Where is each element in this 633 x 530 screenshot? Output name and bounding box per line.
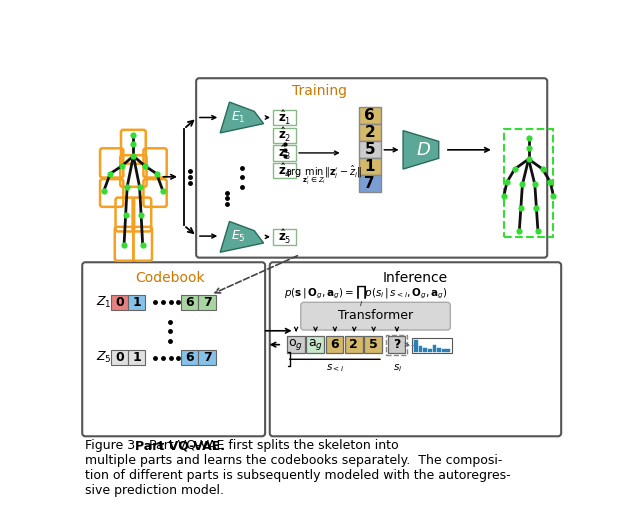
Text: 6: 6 [365,109,375,123]
Text: 5: 5 [369,338,378,351]
Bar [359,125,380,142]
Bar [273,128,296,143]
Text: $s_{<i}$: $s_{<i}$ [326,362,344,374]
Text: ?: ? [393,338,400,351]
Bar [273,110,296,125]
Text: $\mathit{D}$: $\mathit{D}$ [416,141,430,159]
Bar [287,336,304,353]
Bar [273,145,296,161]
Text: Part VQ-VAE.: Part VQ-VAE. [135,439,225,453]
Bar [359,108,380,125]
Text: $\hat{\mathbf{z}}_1$: $\hat{\mathbf{z}}_1$ [278,109,291,127]
Text: $\hat{\mathbf{z}}_5$: $\hat{\mathbf{z}}_5$ [278,228,291,246]
Bar [359,158,380,175]
Bar [199,295,215,310]
Text: $\hat{\mathbf{z}}_2$: $\hat{\mathbf{z}}_2$ [278,126,291,144]
Bar [182,350,199,366]
Bar [128,350,145,366]
Bar [273,163,296,178]
Text: Inference: Inference [383,271,448,285]
Text: Part VQ-VAE first splits the skeleton into
multiple parts and learns the codeboo: Part VQ-VAE first splits the skeleton in… [85,439,511,497]
FancyBboxPatch shape [82,262,265,436]
Bar [325,336,343,353]
Polygon shape [220,222,263,252]
Text: Transformer: Transformer [337,309,413,322]
Bar [345,336,363,353]
Bar [359,175,380,192]
Text: $s_i$: $s_i$ [393,362,403,374]
FancyBboxPatch shape [270,262,561,436]
Bar [128,295,145,310]
Text: Figure 3.: Figure 3. [85,439,144,453]
FancyBboxPatch shape [301,302,450,330]
Bar [359,142,380,158]
Text: 7: 7 [365,176,375,191]
Text: 6: 6 [185,351,194,364]
Bar [437,348,441,351]
Bar [414,340,418,351]
Polygon shape [220,102,263,133]
Text: 2: 2 [349,338,358,351]
Text: 7: 7 [203,351,211,364]
Bar [418,346,422,351]
Text: 0: 0 [115,296,124,309]
Text: $\hat{\mathbf{z}}_3$: $\hat{\mathbf{z}}_3$ [278,144,291,162]
Text: $\hat{\mathbf{z}}_4$: $\hat{\mathbf{z}}_4$ [278,162,291,180]
Text: 7: 7 [203,296,211,309]
Text: 5: 5 [365,143,375,157]
Text: Training: Training [292,84,347,98]
Text: Codebook: Codebook [135,271,204,285]
Bar [273,229,296,244]
Bar [412,338,452,353]
Text: 1: 1 [132,351,141,364]
Text: 1: 1 [365,160,375,174]
Bar [442,349,446,351]
Text: $Z_1$: $Z_1$ [96,295,112,310]
Polygon shape [403,130,439,169]
Bar [365,336,382,353]
Text: 2: 2 [365,126,375,140]
Bar [306,336,324,353]
Bar [428,349,432,351]
Text: $E_{1}$: $E_{1}$ [232,110,246,125]
Bar [504,129,553,237]
Bar [446,349,450,351]
Text: 1: 1 [132,296,141,309]
Bar [111,295,128,310]
Bar [182,295,199,310]
Text: $\mathrm{o}_g$: $\mathrm{o}_g$ [288,337,303,352]
Bar [111,350,128,366]
Text: $\mathrm{a}_g$: $\mathrm{a}_g$ [308,337,323,352]
Text: 6: 6 [330,338,339,351]
Text: 6: 6 [185,296,194,309]
Text: $\arg\min_{\mathbf{z}^{\prime}_i \in Z_i} \|\mathbf{z}^{\prime}_i - \hat{z}_i\|$: $\arg\min_{\mathbf{z}^{\prime}_i \in Z_i… [285,163,362,187]
Bar [199,350,215,366]
Text: $Z_5$: $Z_5$ [96,350,112,365]
Text: $E_{5}$: $E_{5}$ [232,229,246,244]
Bar [423,348,427,351]
Bar [386,334,407,355]
Text: $p(\mathbf{s}\,|\,\mathbf{O}_g, \mathbf{a}_g) = \prod_i p(s_i\,|\,s_{<i}, \mathb: $p(\mathbf{s}\,|\,\mathbf{O}_g, \mathbf{… [284,284,449,309]
Text: 0: 0 [115,351,124,364]
Bar [387,336,405,353]
Bar [432,344,436,351]
FancyBboxPatch shape [196,78,547,258]
